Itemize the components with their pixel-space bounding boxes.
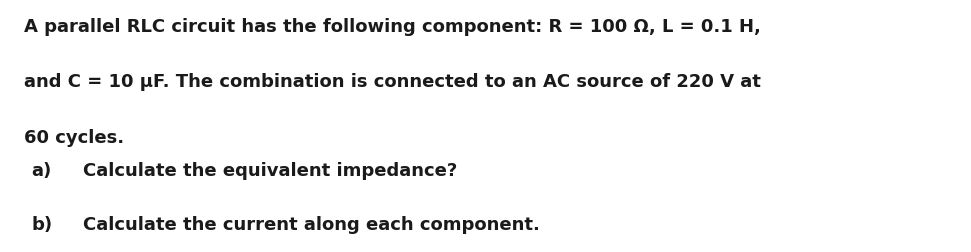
- Text: b): b): [31, 215, 52, 233]
- Text: A parallel RLC circuit has the following component: R = 100 Ω, L = 0.1 H,: A parallel RLC circuit has the following…: [24, 18, 761, 36]
- Text: and C = 10 μF. The combination is connected to an AC source of 220 V at: and C = 10 μF. The combination is connec…: [24, 73, 761, 91]
- Text: 60 cycles.: 60 cycles.: [24, 129, 124, 146]
- Text: a): a): [31, 161, 51, 179]
- Text: Calculate the equivalent impedance?: Calculate the equivalent impedance?: [83, 161, 456, 179]
- Text: Calculate the current along each component.: Calculate the current along each compone…: [83, 215, 540, 233]
